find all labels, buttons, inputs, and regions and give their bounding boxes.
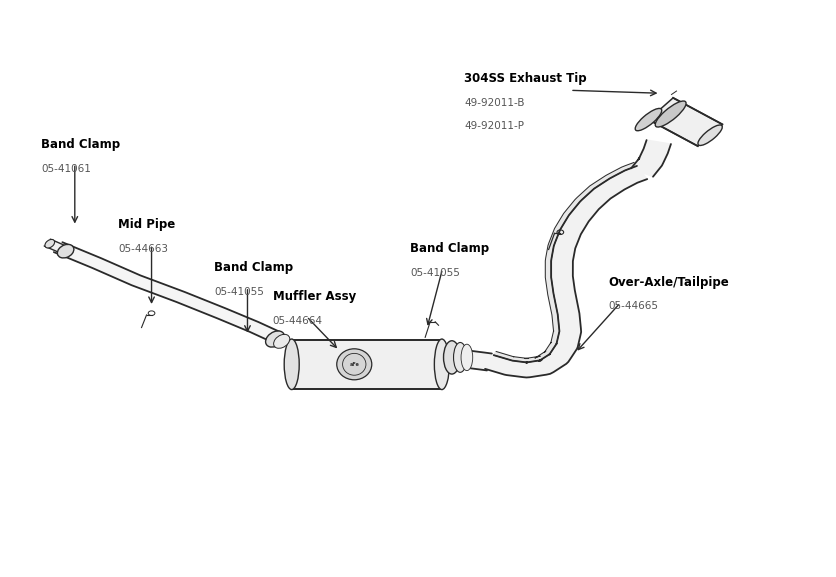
Text: aFe: aFe [349, 362, 359, 367]
Ellipse shape [58, 245, 74, 258]
Ellipse shape [461, 344, 472, 370]
Ellipse shape [697, 125, 721, 145]
Text: 05-44665: 05-44665 [608, 301, 658, 312]
Ellipse shape [434, 339, 449, 389]
Text: 05-41061: 05-41061 [42, 164, 91, 174]
Polygon shape [485, 166, 646, 377]
Ellipse shape [443, 341, 460, 374]
Text: Band Clamp: Band Clamp [42, 138, 120, 151]
Text: 05-44664: 05-44664 [273, 316, 322, 326]
Text: Band Clamp: Band Clamp [410, 242, 489, 255]
Polygon shape [493, 162, 636, 362]
Polygon shape [460, 350, 492, 370]
Ellipse shape [453, 343, 466, 372]
Text: Band Clamp: Band Clamp [214, 261, 293, 274]
Polygon shape [44, 239, 69, 254]
Text: 49-92011-B: 49-92011-B [464, 98, 524, 108]
Ellipse shape [284, 339, 298, 389]
Text: 05-44663: 05-44663 [118, 244, 168, 254]
Text: Mid Pipe: Mid Pipe [118, 218, 176, 231]
Polygon shape [630, 140, 670, 177]
Text: Over-Axle/Tailpipe: Over-Axle/Tailpipe [608, 275, 729, 288]
Text: 49-92011-P: 49-92011-P [464, 121, 524, 130]
Text: Muffler Assy: Muffler Assy [273, 290, 355, 303]
Ellipse shape [45, 239, 54, 248]
Ellipse shape [635, 108, 661, 131]
Text: 05-41055: 05-41055 [410, 268, 460, 278]
Text: 304SS Exhaust Tip: 304SS Exhaust Tip [464, 72, 586, 85]
Ellipse shape [265, 331, 284, 347]
Text: 05-41055: 05-41055 [214, 287, 263, 297]
Polygon shape [292, 340, 441, 389]
Ellipse shape [655, 101, 686, 127]
Ellipse shape [273, 334, 289, 349]
Polygon shape [648, 98, 721, 146]
Ellipse shape [336, 349, 371, 380]
Polygon shape [54, 242, 281, 342]
